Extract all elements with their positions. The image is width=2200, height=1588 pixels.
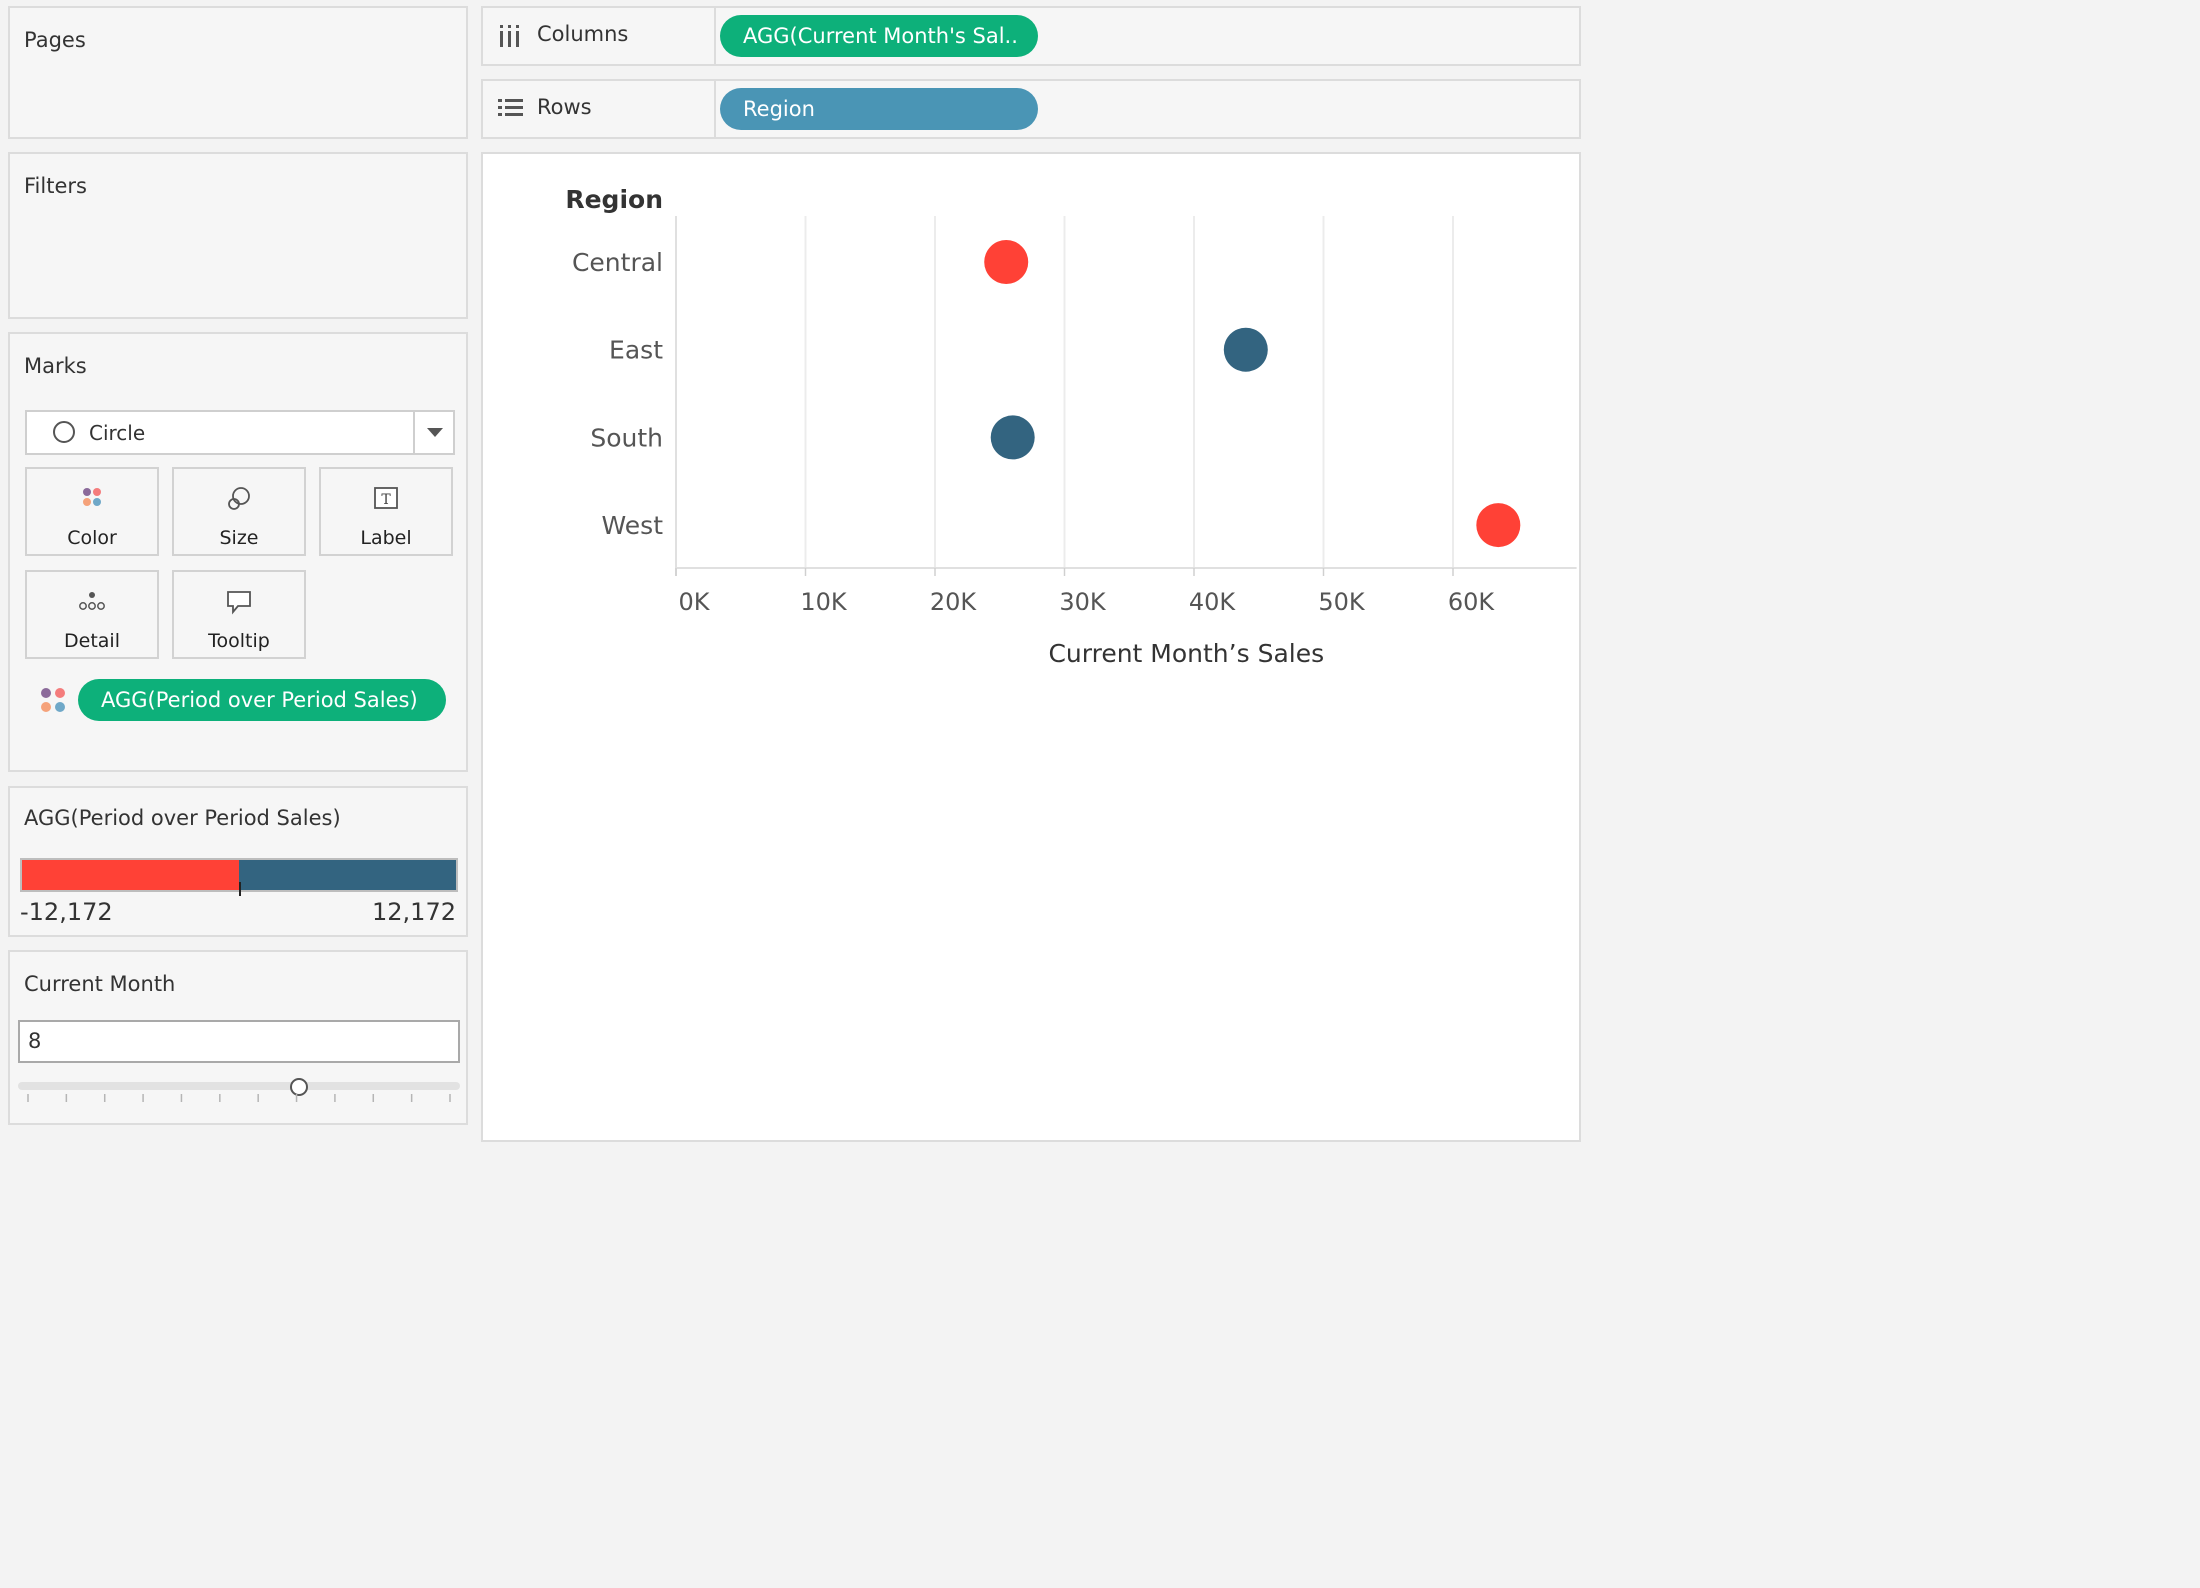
data-point [1223, 327, 1268, 372]
mark-type-dropdown[interactable]: Circle [25, 410, 455, 455]
positive-color-segment [239, 860, 456, 890]
row-header: Region [565, 185, 663, 214]
size-label: Size [219, 527, 259, 549]
detail-button[interactable]: Detail [25, 570, 159, 659]
detail-icon [27, 588, 157, 616]
color-gradient-bar [20, 858, 458, 896]
legend-title: AGG(Period over Period Sales) [24, 806, 341, 830]
worksheet-view: 0K 10K 20K 30K 40K 50K 60K Region Central East Sou… [481, 152, 1581, 1142]
current-month-slider-thumb[interactable] [289, 1078, 308, 1096]
current-month-slider-track[interactable] [18, 1082, 460, 1090]
region-label: East [609, 336, 663, 365]
label-label: Label [360, 527, 412, 549]
label-icon: T [321, 485, 451, 513]
svg-text:T: T [381, 492, 391, 508]
rows-divider [714, 81, 716, 137]
slider-ticks [27, 1094, 451, 1102]
center-tick [239, 882, 241, 896]
color-label: Color [67, 527, 117, 549]
columns-field-pill[interactable]: AGG(Current Month's Sal.. [720, 15, 1038, 57]
color-field-pill[interactable]: AGG(Period over Period Sales) [78, 679, 446, 721]
x-tick-label: 60K [1448, 588, 1496, 616]
current-month-input[interactable]: 8 [18, 1020, 460, 1063]
pages-card[interactable]: Pages [8, 6, 468, 139]
data-point [990, 415, 1035, 460]
legend-max: 12,172 [372, 898, 456, 926]
label-button[interactable]: T Label [319, 467, 453, 556]
scatter-chart: 0K 10K 20K 30K 40K 50K 60K Region Central East Sou… [565, 185, 1577, 668]
columns-label: Columns [537, 22, 629, 46]
chevron-down-icon[interactable] [413, 412, 453, 453]
current-month-parameter-card: Current Month 8 [8, 950, 468, 1125]
x-tick-label: 10K [800, 588, 848, 616]
color-icon [27, 485, 157, 513]
x-tick-label: 20K [930, 588, 978, 616]
detail-label: Detail [64, 630, 120, 652]
x-tick-label: 0K [678, 588, 710, 616]
legend-min: -12,172 [20, 898, 113, 926]
x-tick-label: 40K [1189, 588, 1237, 616]
columns-divider [714, 8, 716, 64]
rows-field-pill[interactable]: Region [720, 88, 1038, 130]
filters-title: Filters [24, 174, 87, 198]
rows-icon [497, 96, 525, 126]
size-icon [174, 485, 304, 513]
tooltip-button[interactable]: Tooltip [172, 570, 306, 659]
color-encoding-icon [39, 686, 67, 718]
filters-card[interactable]: Filters [8, 152, 468, 319]
pages-title: Pages [24, 28, 86, 52]
data-point [1476, 503, 1521, 548]
mark-type-label: Circle [89, 421, 146, 445]
negative-color-segment [22, 860, 239, 890]
region-label: South [590, 423, 663, 452]
color-button[interactable]: Color [25, 467, 159, 556]
region-label: West [602, 511, 664, 540]
region-label: Central [572, 248, 663, 277]
x-tick-label: 30K [1059, 588, 1107, 616]
data-point [984, 240, 1029, 284]
marks-card: Marks Circle Color Size T Label Detail T… [8, 332, 468, 772]
parameter-title: Current Month [24, 972, 176, 996]
x-axis-title: Current Month’s Sales [1048, 639, 1324, 668]
rows-label: Rows [537, 95, 592, 119]
columns-shelf[interactable]: Columns AGG(Current Month's Sal.. [481, 6, 1581, 66]
columns-icon [497, 23, 523, 53]
size-button[interactable]: Size [172, 467, 306, 556]
color-legend-card: AGG(Period over Period Sales) -12,172 12… [8, 786, 468, 937]
tooltip-label: Tooltip [208, 630, 270, 652]
tooltip-icon [174, 588, 304, 616]
rows-shelf[interactable]: Rows Region [481, 79, 1581, 139]
circle-icon [53, 421, 75, 443]
marks-title: Marks [24, 354, 87, 378]
x-tick-label: 50K [1318, 588, 1366, 616]
